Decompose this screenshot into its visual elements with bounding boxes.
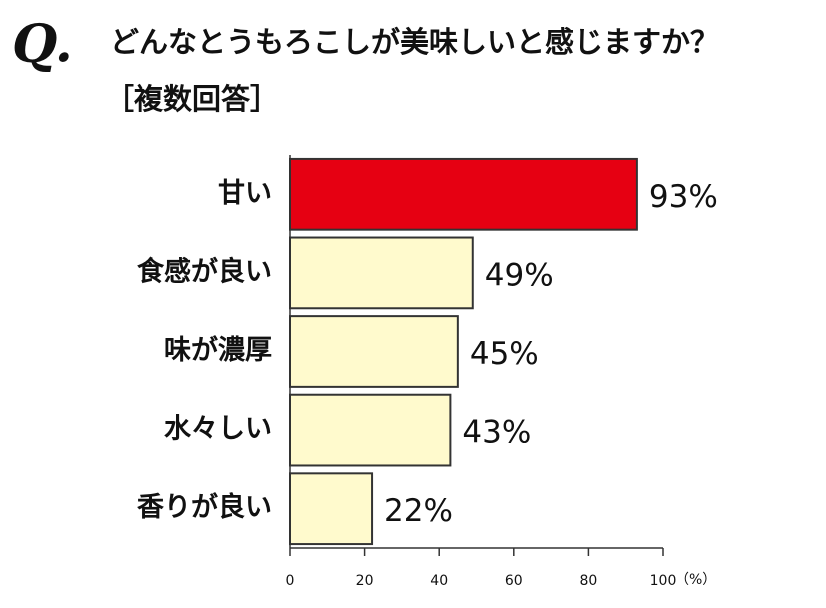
bar (289, 315, 459, 388)
x-tick-label: 60 (505, 573, 523, 589)
x-unit: （%） (675, 572, 716, 588)
x-tick-label: 100 (650, 573, 677, 589)
chart-title: どんなとうもろこしが美味しいと感じますか？ (110, 25, 719, 59)
value-label: 45% (470, 336, 539, 372)
value-label: 43% (462, 415, 531, 451)
x-tick-label: 0 (286, 573, 295, 589)
category-label: 食感が良い (137, 255, 272, 287)
x-tick-label: 40 (430, 573, 448, 589)
value-label: 93% (649, 179, 718, 215)
bar (289, 157, 638, 231)
category-label: 香りが良い (137, 491, 272, 523)
x-tick-label: 20 (356, 573, 374, 589)
category-label: 甘い (218, 178, 272, 209)
bar (289, 393, 452, 467)
bar (289, 236, 474, 310)
bar (289, 472, 374, 546)
value-label: 22% (384, 493, 453, 529)
chart-subtitle: ［複数回答］ (105, 82, 279, 116)
value-label: 49% (485, 257, 554, 293)
category-label: 味が濃厚 (164, 334, 272, 366)
q-label: Q. (12, 14, 73, 75)
category-label: 水々しい (164, 414, 272, 445)
x-tick-label: 80 (579, 573, 597, 589)
